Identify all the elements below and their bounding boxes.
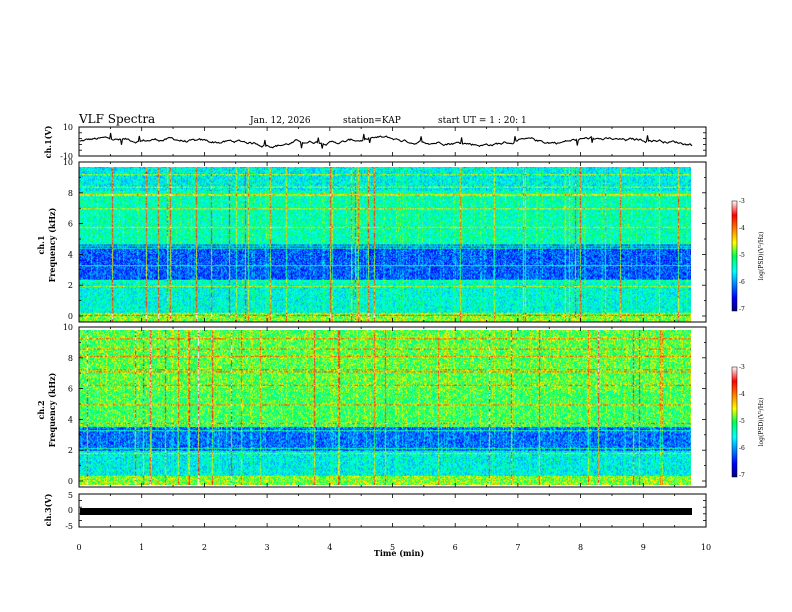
x-tick-label: 0	[76, 543, 81, 552]
x-tick-label: 8	[578, 543, 583, 552]
x-tick-label: 10	[701, 543, 711, 552]
ch2-cb-tick-2: -5	[739, 418, 745, 425]
x-tick-label: 3	[265, 543, 270, 552]
ch1-voltage-frame	[78, 126, 707, 157]
ch3-voltage-trace	[80, 508, 692, 515]
ch3-ytick-top: 5	[68, 491, 73, 500]
axis-ticks: 0 1 2 3 4 5 6 7 8 9 10 0 2 4 6 8 10 0 2 4 6 8 10	[63, 126, 711, 552]
frequency-tick-label: 8	[68, 189, 73, 198]
ch2-spectrogram-channel-label: ch.2	[36, 400, 46, 419]
ch1-spectrogram-channel-label: ch.1	[36, 235, 46, 254]
header-station: station=KAP	[343, 116, 401, 126]
ch3-voltage-ylabel: ch.3(V)	[43, 493, 53, 526]
frequency-tick-label: 4	[68, 415, 73, 424]
frequency-tick-label: 8	[68, 354, 73, 363]
ch1-colorbar-label: log(PSD)(V²/Hz)	[758, 232, 765, 281]
frequency-tick-label: 4	[68, 250, 73, 259]
ch1-cb-tick-4: -7	[739, 306, 745, 313]
ch1-colorbar-gradient	[731, 200, 738, 312]
ch1-colorbar: -3 -4 -5 -6 -7 log(PSD)(V²/Hz)	[731, 198, 765, 313]
ch1-spectrogram-ylabel: Frequency (kHz)	[47, 207, 57, 282]
ch1-cb-tick-3: -6	[739, 279, 745, 286]
ch2-cb-tick-3: -6	[739, 445, 745, 452]
ch1-ytick-bottom: -10	[60, 152, 73, 161]
ch1-cb-tick-1: -4	[739, 225, 745, 232]
header-start-time: start UT = 1 : 20: 1	[438, 116, 527, 126]
frequency-tick-label: 10	[63, 158, 73, 167]
ch2-spectrogram-heatmap	[79, 330, 691, 485]
ch1-cb-tick-2: -5	[739, 252, 745, 259]
ch2-spectrogram-ylabel: Frequency (kHz)	[47, 372, 57, 447]
time-axis-label: Time (min)	[374, 548, 424, 558]
ch2-cb-tick-4: -7	[739, 472, 745, 479]
figure-title: VLF Spectra	[78, 112, 155, 126]
x-tick-label: 1	[139, 543, 144, 552]
x-tick-label: 4	[327, 543, 332, 552]
x-tick-label: 7	[515, 543, 520, 552]
ch2-cb-tick-1: -4	[739, 391, 745, 398]
ch1-cb-tick-0: -3	[739, 198, 745, 205]
ch3-ytick-bottom: -5	[65, 522, 73, 531]
x-tick-label: 9	[641, 543, 646, 552]
frequency-tick-label: 2	[68, 281, 73, 290]
ch3-ytick-middle: 0	[68, 506, 73, 515]
frequency-tick-label: 0	[68, 477, 73, 486]
frequency-tick-label: 10	[63, 323, 73, 332]
ch1-spectrogram-panel: ch.1 Frequency (kHz)	[36, 161, 707, 323]
x-tick-label: 6	[453, 543, 458, 552]
x-tick-label: 5	[390, 543, 395, 552]
frequency-tick-label: 0	[68, 312, 73, 321]
ch2-spectrogram-panel: ch.2 Frequency (kHz)	[36, 326, 707, 488]
frequency-tick-label: 2	[68, 446, 73, 455]
frequency-tick-label: 6	[68, 385, 73, 394]
frequency-tick-label: 6	[68, 220, 73, 229]
ch1-voltage-trace	[79, 132, 693, 149]
ch2-colorbar: -3 -4 -5 -6 -7 log(PSD)(V²/Hz)	[731, 364, 765, 479]
ch1-voltage-panel: 10 -10 ch.1(V)	[43, 123, 707, 161]
ch1-spectrogram-heatmap	[79, 167, 691, 322]
ch2-colorbar-label: log(PSD)(V²/Hz)	[758, 398, 765, 447]
ch1-voltage-ylabel: ch.1(V)	[43, 125, 53, 158]
header-date: Jan. 12, 2026	[249, 116, 311, 126]
x-tick-label: 2	[202, 543, 207, 552]
ch2-cb-tick-0: -3	[739, 364, 745, 371]
ch2-colorbar-gradient	[731, 366, 738, 478]
ch1-ytick-top: 10	[63, 123, 73, 132]
